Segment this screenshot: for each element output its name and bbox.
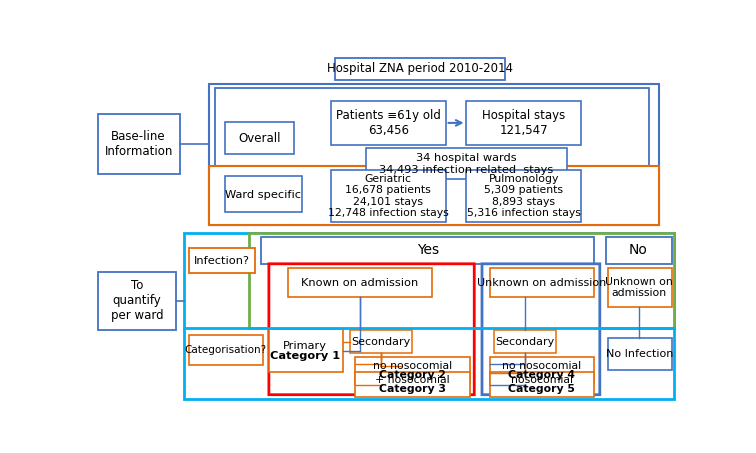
Bar: [288, 269, 432, 297]
Text: Categorisation?: Categorisation?: [184, 345, 267, 355]
Bar: [490, 372, 594, 397]
Text: 34 hospital wards
34,493 infection related  stays: 34 hospital wards 34,493 infection relat…: [380, 153, 553, 174]
Text: Known on admission: Known on admission: [301, 278, 418, 288]
Text: Hospital stays
121,547: Hospital stays 121,547: [482, 109, 565, 137]
Text: No Infection: No Infection: [606, 349, 673, 359]
Text: Overall: Overall: [238, 132, 280, 145]
Bar: [606, 237, 672, 264]
Bar: [98, 115, 180, 173]
Text: Base-line
Information: Base-line Information: [104, 130, 173, 159]
Text: Unknown on
admission: Unknown on admission: [606, 277, 673, 299]
Bar: [494, 330, 556, 353]
Bar: [269, 329, 342, 371]
Text: Category 3: Category 3: [379, 384, 446, 394]
Bar: [249, 233, 674, 328]
Bar: [225, 176, 302, 212]
Text: no nosocomial: no nosocomial: [502, 361, 581, 371]
Text: Category 4: Category 4: [508, 371, 575, 381]
Bar: [184, 233, 674, 400]
Bar: [225, 122, 294, 154]
Bar: [209, 84, 658, 225]
Text: To
quantify
per ward: To quantify per ward: [111, 279, 163, 322]
Bar: [189, 335, 262, 365]
Text: Category 2: Category 2: [379, 371, 446, 381]
Text: nosocomial: nosocomial: [510, 375, 573, 385]
Bar: [331, 170, 445, 222]
Bar: [490, 357, 594, 384]
Bar: [350, 330, 412, 353]
Bar: [98, 271, 176, 330]
FancyBboxPatch shape: [269, 264, 474, 395]
Text: Secondary: Secondary: [352, 337, 411, 347]
Bar: [490, 269, 594, 297]
Bar: [466, 101, 581, 145]
Text: Unknown on admission: Unknown on admission: [477, 278, 606, 288]
Bar: [215, 88, 649, 166]
Text: + nosocomial: + nosocomial: [375, 375, 450, 385]
Text: Infection?: Infection?: [194, 256, 249, 266]
Bar: [189, 248, 255, 273]
Text: Category 1: Category 1: [270, 351, 340, 361]
Bar: [335, 58, 505, 80]
Bar: [608, 338, 672, 370]
Bar: [466, 170, 581, 222]
Text: Patients ≡61y old
63,456: Patients ≡61y old 63,456: [336, 109, 441, 137]
Bar: [261, 237, 594, 264]
Bar: [331, 101, 445, 145]
Text: Hospital ZNA period 2010-2014: Hospital ZNA period 2010-2014: [327, 63, 513, 76]
Text: Secondary: Secondary: [495, 337, 554, 347]
Bar: [355, 357, 469, 384]
Text: no nosocomial: no nosocomial: [373, 361, 452, 371]
Text: No: No: [629, 243, 648, 257]
Bar: [608, 269, 672, 307]
Text: Primary: Primary: [284, 341, 327, 351]
Text: Ward specific: Ward specific: [225, 189, 302, 199]
Text: Category 5: Category 5: [508, 384, 575, 394]
Text: Yes: Yes: [417, 243, 438, 257]
Text: Geriatric
16,678 patients
24,101 stays
12,748 infection stays: Geriatric 16,678 patients 24,101 stays 1…: [328, 173, 448, 218]
Bar: [366, 148, 567, 179]
Bar: [209, 166, 658, 225]
Text: Pulmonology
5,309 patients
8,893 stays
5,316 infection stays: Pulmonology 5,309 patients 8,893 stays 5…: [467, 173, 581, 218]
FancyBboxPatch shape: [482, 264, 600, 395]
Bar: [355, 372, 469, 397]
